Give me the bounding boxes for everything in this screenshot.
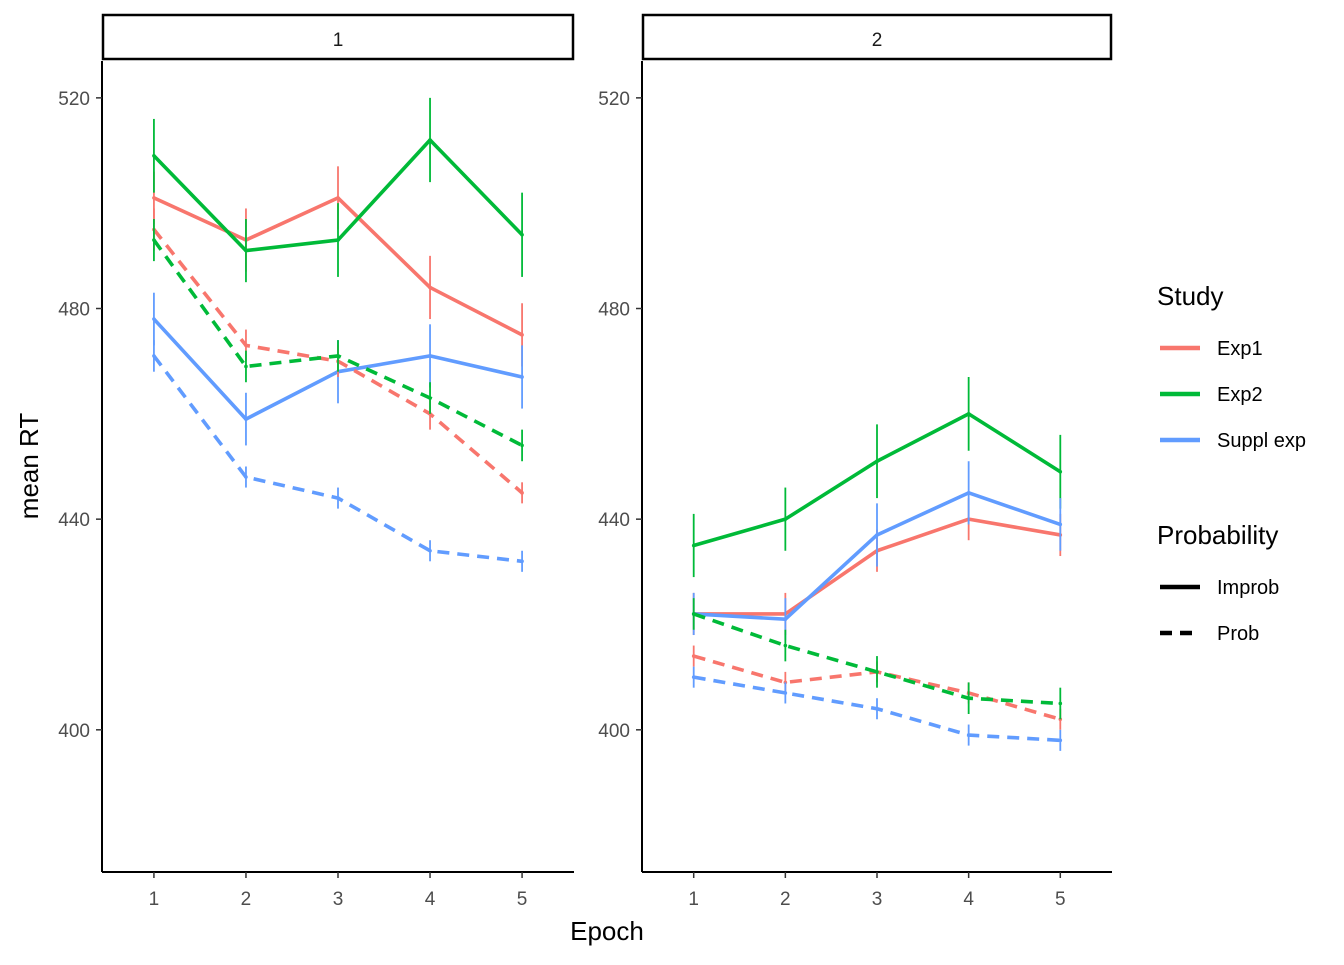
data-point <box>520 375 524 379</box>
data-point <box>520 333 524 337</box>
data-point <box>520 559 524 564</box>
data-point <box>1058 522 1063 527</box>
y-tick-label: 400 <box>58 721 90 742</box>
data-point <box>428 354 432 358</box>
data-point <box>244 475 248 479</box>
data-point <box>152 317 156 321</box>
data-point <box>428 548 432 553</box>
data-point <box>783 643 788 648</box>
data-point <box>336 196 340 200</box>
panels-layer: 1 400 440 480 520 1 2 3 4 5 2 400 440 480 520 1 2 3 4 5 <box>58 13 1113 910</box>
x-tick-label: 2 <box>780 889 791 910</box>
data-point <box>244 343 248 348</box>
data-point <box>1058 469 1063 474</box>
series-suppl-exp-prob <box>152 340 524 572</box>
y-tick-label: 480 <box>58 300 90 321</box>
panel-1: 1 400 440 480 520 1 2 3 4 5 <box>58 13 575 910</box>
data-point <box>691 543 696 548</box>
data-point <box>1058 701 1063 706</box>
legend-probability-entries: Improb Prob <box>1160 577 1279 645</box>
strip-label-1: 1 <box>333 30 344 51</box>
data-point <box>966 412 971 416</box>
series-exp2-improb <box>152 97 524 283</box>
data-point <box>428 138 432 142</box>
legend-title-probability: Probability <box>1157 520 1278 550</box>
data-point <box>244 364 248 369</box>
series-line <box>693 612 1061 706</box>
data-point <box>783 617 788 622</box>
x-axis-title: Epoch <box>570 916 644 946</box>
x-tick-label: 2 <box>241 889 252 910</box>
x-tick-label: 3 <box>872 889 883 910</box>
data-point <box>875 706 879 711</box>
series-exp2-prob <box>691 598 1063 720</box>
legend-title-study: Study <box>1157 281 1224 311</box>
legend: Study Exp1 Exp2 Suppl exp Probability Impr… <box>1157 281 1306 645</box>
data-point <box>520 232 524 237</box>
data-point <box>691 612 696 616</box>
data-point <box>152 354 156 358</box>
data-point <box>520 491 524 495</box>
series-exp2-improb <box>691 376 1063 578</box>
data-point <box>152 153 156 158</box>
x-tick-label: 5 <box>1055 889 1066 910</box>
legend-label-suppl-exp: Suppl exp <box>1217 430 1306 452</box>
data-point <box>520 443 524 448</box>
x-tick-label: 4 <box>963 889 974 910</box>
panel-2: 2 400 440 480 520 1 2 3 4 5 <box>598 13 1113 910</box>
y-axis-title: mean RT <box>14 413 44 520</box>
data-point <box>244 417 248 421</box>
data-point <box>1058 738 1063 743</box>
legend-label-prob: Prob <box>1217 623 1259 645</box>
y-tick-label: 520 <box>58 89 90 110</box>
data-point <box>966 491 971 495</box>
y-tick-label: 400 <box>598 721 630 742</box>
legend-label-exp2: Exp2 <box>1217 384 1263 406</box>
data-point <box>336 354 340 358</box>
legend-label-exp1: Exp1 <box>1217 338 1263 360</box>
y-tick-label: 440 <box>598 510 630 531</box>
series-suppl-exp-prob <box>691 666 1063 751</box>
data-point <box>691 675 696 679</box>
legend-label-improb: Improb <box>1217 577 1279 599</box>
series-exp2-prob <box>152 218 524 462</box>
strip-box-2 <box>641 13 1113 61</box>
data-point <box>244 248 248 253</box>
legend-study-entries: Exp1 Exp2 Suppl exp <box>1160 338 1306 452</box>
data-point <box>966 733 971 737</box>
data-point <box>966 696 971 701</box>
y-tick-label: 440 <box>58 510 90 531</box>
data-point <box>783 691 788 695</box>
data-point <box>783 517 788 521</box>
data-point <box>336 496 340 500</box>
y-tick-label: 520 <box>598 89 630 110</box>
strip-box-1 <box>101 13 575 61</box>
data-point <box>428 285 432 290</box>
x-tick-label: 4 <box>425 889 436 910</box>
data-point <box>428 396 432 400</box>
data-point <box>875 670 879 674</box>
x-tick-label: 5 <box>517 889 528 910</box>
y-tick-label: 480 <box>598 300 630 321</box>
data-point <box>691 654 696 658</box>
x-tick-label: 1 <box>149 889 160 910</box>
data-point <box>875 533 879 537</box>
data-point <box>152 196 156 200</box>
data-point <box>152 238 156 242</box>
x-tick-label: 1 <box>688 889 699 910</box>
data-point <box>336 238 340 242</box>
x-tick-label: 3 <box>333 889 344 910</box>
strip-label-2: 2 <box>872 30 883 51</box>
data-point <box>875 459 879 464</box>
